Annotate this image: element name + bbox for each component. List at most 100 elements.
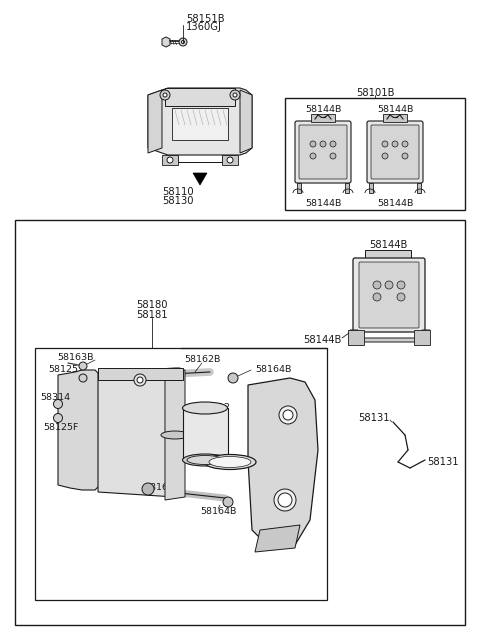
Polygon shape [162,37,170,47]
Ellipse shape [204,454,256,470]
Polygon shape [255,525,300,552]
Text: 58144B: 58144B [305,106,341,114]
Circle shape [69,376,81,388]
Text: 58125: 58125 [48,365,78,374]
Bar [365,250,411,260]
Text: 58314: 58314 [40,394,70,403]
Polygon shape [248,378,318,548]
FancyBboxPatch shape [371,125,419,179]
Circle shape [53,413,62,423]
Circle shape [392,141,398,147]
Text: 58113: 58113 [198,423,228,432]
Polygon shape [168,155,232,162]
Polygon shape [345,183,349,193]
Circle shape [163,93,167,97]
Ellipse shape [161,431,189,439]
Circle shape [79,362,87,370]
Text: 58130: 58130 [162,196,194,206]
Polygon shape [240,90,252,153]
Text: 58164B: 58164B [255,365,291,375]
Text: 58164B: 58164B [200,507,236,516]
Circle shape [227,157,233,163]
Circle shape [160,90,170,100]
Circle shape [320,141,326,147]
Ellipse shape [185,135,215,145]
Bar [98,368,183,380]
FancyBboxPatch shape [359,262,419,328]
Circle shape [385,281,393,289]
Text: 58131: 58131 [359,413,390,423]
Polygon shape [58,370,100,490]
Text: 58131: 58131 [427,457,458,467]
Bar [165,88,235,106]
Circle shape [79,374,87,382]
Circle shape [310,141,316,147]
Text: 58112: 58112 [200,403,230,413]
Text: 58144B: 58144B [305,198,341,207]
Circle shape [228,373,238,383]
Circle shape [72,477,78,483]
Circle shape [373,281,381,289]
Polygon shape [350,330,430,342]
Polygon shape [148,88,252,155]
Circle shape [402,153,408,159]
Text: 58144B: 58144B [369,240,407,250]
Text: 58163B: 58163B [57,353,94,363]
Circle shape [167,157,173,163]
Text: 58180: 58180 [136,300,168,310]
Bar [15,220,465,625]
Text: 58161B: 58161B [144,482,180,492]
Bar [183,408,228,460]
Circle shape [397,281,405,289]
FancyBboxPatch shape [299,125,347,179]
Text: 58101B: 58101B [356,88,394,98]
Ellipse shape [181,134,219,146]
Polygon shape [148,90,162,153]
Bar [311,114,335,122]
Polygon shape [297,183,301,193]
Circle shape [274,489,296,511]
Circle shape [283,410,293,420]
Circle shape [72,379,78,385]
Circle shape [330,141,336,147]
Polygon shape [417,183,421,193]
FancyBboxPatch shape [367,121,423,183]
Text: 58125F: 58125F [43,423,78,432]
FancyBboxPatch shape [353,258,425,332]
Circle shape [382,153,388,159]
Bar [414,330,430,345]
Circle shape [233,93,237,97]
Circle shape [402,141,408,147]
Bar [162,155,178,165]
Text: 58144B: 58144B [304,335,342,345]
Text: 58114A: 58114A [248,432,285,441]
Text: 58181: 58181 [136,310,168,320]
Circle shape [310,153,316,159]
Circle shape [230,90,240,100]
Circle shape [142,483,154,495]
Circle shape [330,153,336,159]
Ellipse shape [209,456,251,468]
Bar [35,348,327,600]
Text: 58110: 58110 [162,187,194,197]
Bar [285,98,465,210]
Ellipse shape [187,456,223,465]
Text: 58162B: 58162B [184,355,220,365]
Circle shape [53,399,62,408]
Bar [172,108,228,140]
Bar [222,155,238,165]
FancyBboxPatch shape [295,121,351,183]
Circle shape [137,377,143,383]
Ellipse shape [182,402,228,414]
Polygon shape [193,173,207,185]
Circle shape [179,38,187,46]
Polygon shape [144,369,152,379]
Polygon shape [98,368,183,497]
Circle shape [373,293,381,301]
Circle shape [69,474,81,486]
Text: 58144B: 58144B [377,106,413,114]
Circle shape [397,293,405,301]
Circle shape [181,40,184,44]
Bar [383,114,407,122]
Polygon shape [165,370,185,500]
